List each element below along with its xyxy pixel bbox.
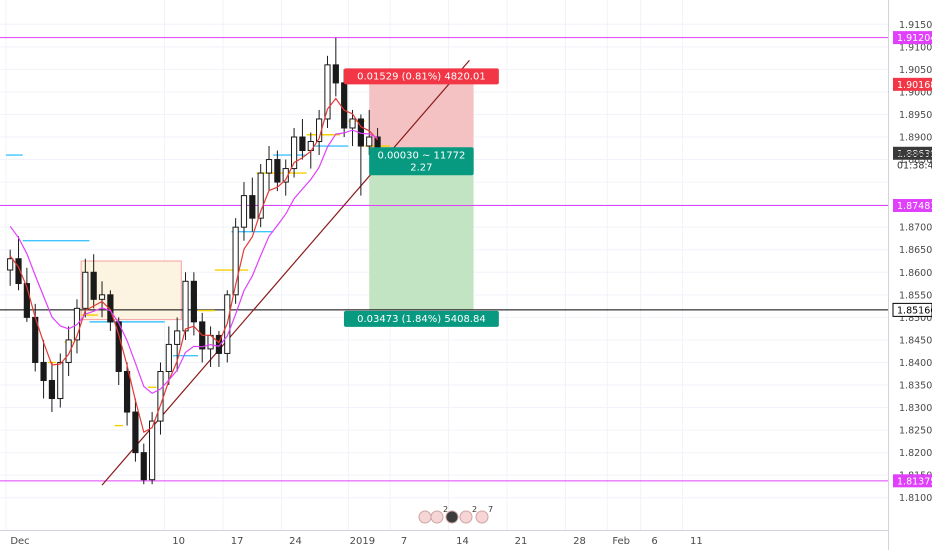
- price-label-text: 1.85166: [897, 305, 932, 316]
- price-label[interactable]: 1.81375: [893, 474, 932, 487]
- candle-body: [266, 160, 271, 174]
- time-tick-label: 11: [690, 536, 703, 547]
- price-tick-label: 1.84000: [899, 358, 932, 369]
- candle-body: [158, 371, 163, 421]
- entry-label-text: 0.00030 ~ 11772: [377, 150, 465, 161]
- target-label-text: 0.03473 (1.84%) 5408.84: [357, 314, 486, 325]
- time-tick-label: 17: [231, 536, 244, 547]
- time-tick-label: Feb: [612, 536, 630, 547]
- price-tick-label: 1.89000: [899, 133, 932, 144]
- candle-body: [99, 295, 104, 300]
- candle-body: [124, 371, 129, 412]
- price-label[interactable]: 01:38:42: [897, 161, 932, 172]
- event-flag-icon: [431, 511, 443, 523]
- price-tick-label: 1.83000: [899, 403, 932, 414]
- price-label[interactable]: 1.85166: [893, 303, 932, 316]
- price-label[interactable]: 1.88609: [897, 150, 932, 161]
- event-icon[interactable]: [419, 511, 431, 523]
- candle-body: [333, 65, 338, 83]
- candle-body: [183, 281, 188, 331]
- candle-body: [367, 137, 372, 146]
- stop-label[interactable]: 0.01529 (0.81%) 4820.01: [344, 68, 499, 84]
- event-flag-icon: [476, 511, 488, 523]
- target-label[interactable]: 0.03473 (1.84%) 5408.84: [344, 311, 499, 327]
- price-label-text: 1.81375: [897, 476, 932, 487]
- candle-body: [342, 83, 347, 128]
- candle-body: [91, 272, 96, 299]
- candle-body: [141, 453, 146, 480]
- time-tick-label: 14: [456, 536, 469, 547]
- time-tick-label: 6: [651, 536, 657, 547]
- candle-body: [150, 421, 155, 480]
- price-tick-label: 1.89500: [899, 110, 932, 121]
- time-tick-label: 28: [573, 536, 586, 547]
- stop-loss-zone: [369, 84, 473, 153]
- candle-body: [250, 196, 255, 219]
- time-tick-label: Dec: [10, 536, 29, 547]
- stop-label-text: 0.01529 (0.81%) 4820.01: [357, 71, 486, 82]
- event-flag-icon: [446, 511, 458, 523]
- price-tick-label: 1.82500: [899, 426, 932, 437]
- time-tick-label: 24: [289, 536, 302, 547]
- time-tick-label: 7: [401, 536, 407, 547]
- time-tick-label: 2019: [350, 536, 375, 547]
- price-tick-label: 1.82000: [899, 448, 932, 459]
- event-flag-icon: [419, 511, 431, 523]
- price-label-text: 01:38:42: [897, 161, 932, 172]
- position-zones: [369, 84, 473, 310]
- price-tick-label: 1.87000: [899, 223, 932, 234]
- candle-body: [41, 362, 46, 380]
- candle-body: [8, 259, 13, 270]
- price-tick-label: 1.91500: [899, 20, 932, 31]
- price-label-text: 1.90168: [897, 80, 932, 91]
- event-flag-icon: [460, 511, 472, 523]
- candle-body: [191, 281, 196, 322]
- price-label-text: 1.88609: [897, 150, 932, 161]
- candle-body: [58, 362, 63, 398]
- candle-body: [241, 196, 246, 228]
- price-tick-label: 1.85500: [899, 290, 932, 301]
- candle-body: [300, 137, 305, 151]
- price-label[interactable]: 1.90168: [893, 78, 932, 91]
- price-tick-label: 1.83500: [899, 381, 932, 392]
- candle-body: [166, 344, 171, 371]
- candle-body: [83, 272, 88, 308]
- price-tick-label: 1.81000: [899, 493, 932, 504]
- time-tick-label: 21: [515, 536, 528, 547]
- candle-body: [350, 119, 355, 128]
- candle-body: [133, 412, 138, 453]
- take-profit-zone: [369, 153, 473, 310]
- event-count: 2: [472, 505, 477, 514]
- candle-body: [175, 331, 180, 345]
- price-tick-label: 1.86500: [899, 245, 932, 256]
- candle-body: [49, 380, 54, 398]
- price-tick-label: 1.84500: [899, 335, 932, 346]
- price-label[interactable]: 1.91204: [893, 31, 932, 44]
- time-tick-label: 10: [172, 536, 185, 547]
- price-tick-label: 1.86000: [899, 268, 932, 279]
- event-icon[interactable]: [446, 511, 458, 523]
- entry-label-text: 2.27: [410, 162, 432, 173]
- event-count: 7: [488, 505, 493, 514]
- price-tick-label: 1.90500: [899, 65, 932, 76]
- price-label-text: 1.91204: [897, 33, 932, 44]
- candle-body: [275, 160, 280, 183]
